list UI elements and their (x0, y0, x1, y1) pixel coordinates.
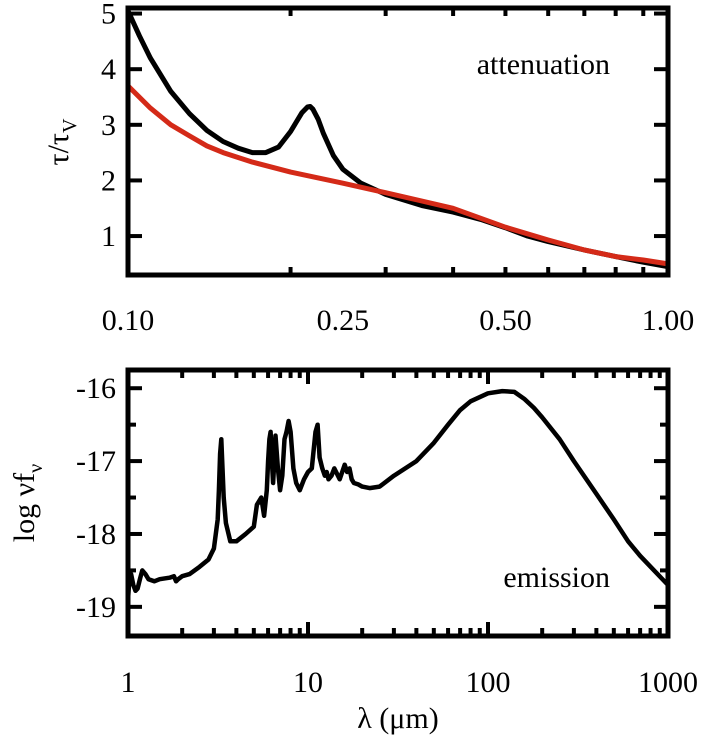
attenuation-x-tick-label: 0.25 (317, 304, 370, 337)
attenuation-y-tick-label: 1 (101, 220, 116, 253)
attenuation-y-axis-label: τ/τV (42, 118, 81, 165)
emission-series (125, 388, 671, 602)
attenuation-y-tick-label: 5 (101, 0, 116, 31)
emission-ticks (126, 370, 670, 636)
attenuation-series (125, 8, 671, 270)
emission-panel: 1 10 100 1000-19-18-17-16 emission log νfν … (8, 367, 698, 735)
attenuation-tick-labels: 0.10 0.25 0.50 1.00 1 2 3 4 5 (101, 0, 694, 337)
attenuation-x-tick-label: 0.10 (102, 304, 155, 337)
attenuation-y-tick-label: 2 (101, 164, 116, 197)
attenuation-annotation: attenuation (477, 48, 610, 81)
emission-x-axis-label: λ (μm) (357, 702, 438, 735)
emission-plot-frame (125, 367, 671, 639)
emission-y-tick-label: -19 (76, 591, 116, 624)
emission-x-tick-label: 10 (293, 666, 323, 699)
emission-x-tick-label: 1 (121, 666, 136, 699)
attenuation-panel: 0.10 0.25 0.50 1.00 1 2 3 4 5 attenuation τ/τV (42, 0, 694, 337)
emission-annotation: emission (503, 561, 610, 594)
emission-x-tick-label: 1000 (638, 666, 698, 699)
attenuation-x-tick-label: 0.50 (479, 304, 532, 337)
emission-x-tick-label: 100 (466, 666, 511, 699)
attenuation-y-tick-label: 3 (101, 109, 116, 142)
emission-y-tick-label: -18 (76, 518, 116, 551)
emission-y-tick-label: -17 (76, 445, 116, 478)
emission-series-0-line (125, 388, 671, 602)
attenuation-plot-frame (125, 5, 671, 278)
attenuation-x-tick-label: 1.00 (642, 304, 695, 337)
emission-tick-labels: 1 10 100 1000 -19 -18 -17 -16 (76, 372, 698, 699)
attenuation-series-1-line (125, 83, 671, 267)
emission-y-axis-label: log νfν (8, 464, 47, 542)
emission-y-tick-label: -16 (76, 372, 116, 405)
attenuation-y-tick-label: 4 (101, 53, 116, 86)
